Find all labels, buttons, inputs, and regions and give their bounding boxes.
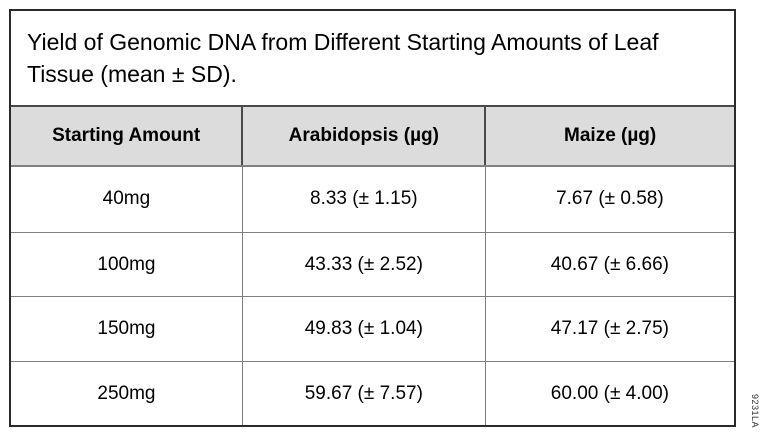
cell-arabidopsis: 43.33 (± 2.52) <box>241 231 486 298</box>
cell-starting-amount: 250mg <box>11 361 243 425</box>
table-row: 250mg 59.67 (± 7.57) 60.00 (± 4.00) <box>11 361 734 425</box>
cell-maize: 40.67 (± 6.66) <box>484 231 734 298</box>
cell-starting-amount: 40mg <box>11 165 243 233</box>
col-header-starting-amount: Starting Amount <box>11 105 244 167</box>
table-row: 100mg 43.33 (± 2.52) 40.67 (± 6.66) <box>11 231 734 298</box>
cell-maize: 7.67 (± 0.58) <box>484 165 734 233</box>
figure-title: Yield of Genomic DNA from Different Star… <box>27 29 659 87</box>
cell-starting-amount: 100mg <box>11 231 243 298</box>
table-row: 40mg 8.33 (± 1.15) 7.67 (± 0.58) <box>11 165 734 233</box>
table-row: 150mg 49.83 (± 1.04) 47.17 (± 2.75) <box>11 296 734 363</box>
cell-maize: 60.00 (± 4.00) <box>484 361 734 425</box>
cell-arabidopsis: 59.67 (± 7.57) <box>241 361 486 425</box>
cell-arabidopsis: 8.33 (± 1.15) <box>241 165 486 233</box>
cell-arabidopsis: 49.83 (± 1.04) <box>241 296 486 363</box>
cell-maize: 47.17 (± 2.75) <box>484 296 734 363</box>
col-header-arabidopsis: Arabidopsis (µg) <box>241 105 487 167</box>
figure-frame: Yield of Genomic DNA from Different Star… <box>9 9 736 427</box>
watermark-text: 9231LA <box>750 393 760 428</box>
cell-starting-amount: 150mg <box>11 296 243 363</box>
header-row: Starting Amount Arabidopsis (µg) Maize (… <box>11 105 734 167</box>
col-header-maize: Maize (µg) <box>484 105 734 167</box>
dna-yield-table: Starting Amount Arabidopsis (µg) Maize (… <box>11 105 734 425</box>
